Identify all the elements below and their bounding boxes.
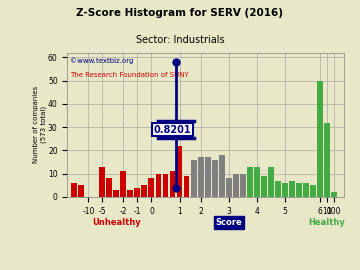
Bar [156, 174, 161, 197]
Bar [204, 157, 211, 197]
Bar [275, 181, 280, 197]
Text: ©www.textbiz.org: ©www.textbiz.org [70, 57, 134, 64]
Bar [254, 167, 260, 197]
Y-axis label: Number of companies
(573 total): Number of companies (573 total) [33, 86, 46, 163]
Bar [135, 188, 140, 197]
Bar [331, 192, 337, 197]
Bar [71, 183, 77, 197]
Bar [212, 160, 217, 197]
Bar [107, 178, 112, 197]
Bar [324, 123, 330, 197]
Text: The Research Foundation of SUNY: The Research Foundation of SUNY [70, 72, 189, 77]
Bar [113, 190, 120, 197]
Bar [289, 181, 294, 197]
Text: Sector: Industrials: Sector: Industrials [136, 35, 224, 45]
Bar [267, 167, 274, 197]
Bar [226, 178, 231, 197]
Bar [99, 167, 105, 197]
Bar [198, 157, 203, 197]
Bar [303, 183, 309, 197]
Bar [240, 174, 246, 197]
Bar [190, 160, 197, 197]
Bar [127, 190, 134, 197]
Bar [219, 155, 225, 197]
Bar [148, 178, 154, 197]
Bar [296, 183, 302, 197]
Bar [121, 171, 126, 197]
Bar [317, 81, 323, 197]
Text: Score: Score [215, 218, 242, 227]
Text: 0.8201: 0.8201 [154, 124, 191, 134]
Bar [170, 171, 175, 197]
Bar [162, 174, 168, 197]
Bar [261, 176, 267, 197]
Bar [176, 146, 183, 197]
Bar [78, 185, 84, 197]
Bar [233, 174, 239, 197]
Bar [141, 185, 148, 197]
Bar [310, 185, 316, 197]
Bar [247, 167, 253, 197]
Bar [282, 183, 288, 197]
Text: Z-Score Histogram for SERV (2016): Z-Score Histogram for SERV (2016) [76, 8, 284, 18]
Text: Healthy: Healthy [308, 218, 345, 227]
Bar [184, 176, 189, 197]
Text: Unhealthy: Unhealthy [92, 218, 141, 227]
